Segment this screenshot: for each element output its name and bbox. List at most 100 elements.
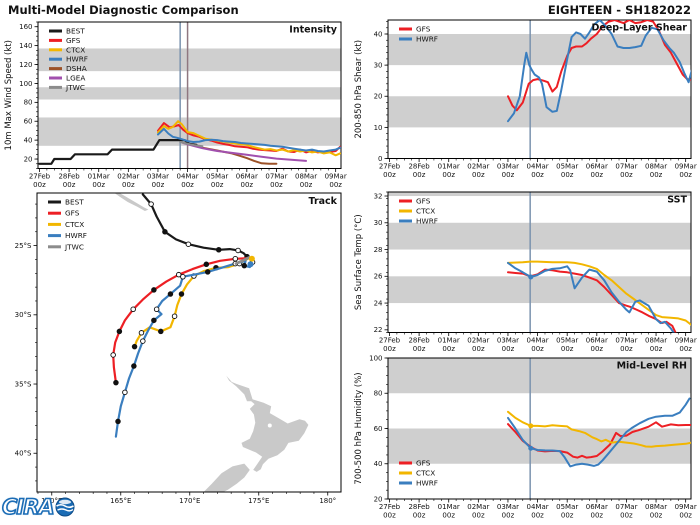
- rh-xtick-hour: 00z: [472, 512, 485, 520]
- track-fix-marker: [232, 256, 239, 262]
- shear-xtick-date: 27Feb: [379, 163, 401, 171]
- track-fix-marker: [171, 313, 178, 319]
- rh-xtick-date: 27Feb: [379, 503, 401, 511]
- rh-xtick-date: 02Mar: [467, 503, 489, 511]
- intensity-ytick: 20: [24, 155, 33, 163]
- legend-label-best: BEST: [65, 198, 84, 207]
- sst-category-band: [388, 276, 691, 304]
- track-fix-marker: [151, 317, 157, 324]
- track-init-dot: [248, 255, 255, 262]
- intensity-xtick-date: 02Mar: [117, 173, 139, 181]
- sst-xtick-date: 08Mar: [645, 337, 667, 345]
- track-init-dot: [247, 261, 254, 268]
- legend-label-dsha: DSHA: [66, 64, 87, 73]
- land-new-caledonia: [114, 193, 149, 211]
- sst-xtick-hour: 00z: [531, 345, 544, 353]
- sst-init-marker: [528, 274, 534, 280]
- sst-xtick-hour: 00z: [383, 345, 396, 353]
- shear-xtick-hour: 00z: [650, 171, 663, 179]
- track-fix-marker: [151, 287, 157, 293]
- rh-xtick-date: 07Mar: [615, 503, 637, 511]
- sst-ytick: 24: [374, 299, 383, 307]
- intensity-xtick-hour: 00z: [92, 181, 105, 189]
- track-fix-marker: [162, 229, 168, 235]
- sst-frame: [387, 191, 692, 333]
- rh-category-band: [388, 358, 691, 394]
- intensity-xtick-date: 27Feb: [29, 173, 51, 181]
- legend-label-gfs: GFS: [416, 197, 431, 206]
- shear-xtick-hour: 00z: [591, 171, 604, 179]
- track-lat-tick: 40°S: [15, 450, 32, 458]
- track-fix-marker: [138, 330, 145, 336]
- track-lon-tick: 160°E: [41, 497, 62, 505]
- track-lon-tick: 170°E: [179, 497, 200, 505]
- sst-category-band: [388, 222, 691, 250]
- legend-label-jtwc: JTWC: [65, 83, 85, 92]
- sst-xtick-date: 07Mar: [615, 337, 637, 345]
- track-fix-marker: [140, 338, 146, 344]
- sst-panel-title: SST: [667, 195, 687, 206]
- sst-xtick-date: 05Mar: [556, 337, 578, 345]
- track-lon-tick: 180°: [319, 497, 336, 505]
- rh-init-marker: [528, 445, 534, 451]
- shear-xtick-date: 01Mar: [438, 163, 460, 171]
- intensity-xtick-hour: 00z: [33, 181, 46, 189]
- shear-panel-title: Deep-Layer Shear: [592, 23, 688, 34]
- intensity-xtick-hour: 00z: [329, 181, 342, 189]
- track-fix-marker: [235, 247, 241, 254]
- track-fix-marker: [116, 328, 123, 335]
- track-series-best: [141, 193, 251, 260]
- shear-series-hwrf: [507, 20, 691, 123]
- rh-xtick-date: 04Mar: [527, 503, 549, 511]
- track-series-ctcx: [133, 257, 251, 348]
- intensity-ytick: 100: [19, 80, 32, 88]
- rh-xtick-hour: 00z: [442, 512, 455, 520]
- lake: [267, 423, 272, 428]
- track-fix-marker: [131, 343, 138, 350]
- sst-ylabel: Sea Surface Temp (°C): [354, 214, 364, 310]
- rh-ytick: 80: [374, 390, 383, 398]
- rh-xtick-hour: 00z: [531, 512, 544, 520]
- track-fix-marker: [175, 271, 182, 278]
- intensity-category-band: [38, 87, 341, 100]
- track-panel-title: Track: [309, 196, 338, 207]
- track-fix-marker: [180, 273, 186, 280]
- rh-panel: 27Feb00z28Feb00z01Mar00z02Mar00z03Mar00z…: [354, 354, 697, 519]
- shear-xtick-date: 09Mar: [675, 163, 697, 171]
- intensity-ytick: 120: [19, 61, 32, 69]
- shear-xtick-hour: 00z: [442, 171, 455, 179]
- sst-xtick-date: 01Mar: [438, 337, 460, 345]
- intensity-xtick-date: 08Mar: [295, 173, 317, 181]
- intensity-series-hwrf: [157, 127, 341, 153]
- main-title: Multi-Model Diagnostic Comparison: [8, 3, 239, 17]
- track-lon-tick: 175°E: [248, 497, 269, 505]
- shear-xtick-hour: 00z: [383, 171, 396, 179]
- legend-label-ctcx: CTCX: [416, 207, 435, 216]
- track-lat-tick: 30°S: [15, 311, 32, 319]
- intensity-xtick-date: 28Feb: [58, 173, 80, 181]
- intensity-xtick-hour: 00z: [122, 181, 135, 189]
- intensity-xtick-hour: 00z: [211, 181, 224, 189]
- sst-xtick-date: 28Feb: [408, 337, 430, 345]
- rh-series-hwrf: [507, 397, 691, 468]
- legend-label-lgea: LGEA: [66, 74, 85, 83]
- shear-ytick: 40: [374, 30, 383, 38]
- sst-xtick-date: 06Mar: [586, 337, 608, 345]
- rh-xtick-hour: 00z: [561, 512, 574, 520]
- rh-xtick-hour: 00z: [383, 512, 396, 520]
- intensity-panel-title: Intensity: [289, 25, 337, 36]
- shear-xtick-date: 05Mar: [556, 163, 578, 171]
- rh-init-marker: [528, 423, 534, 429]
- rh-xtick-hour: 00z: [650, 512, 663, 520]
- shear-xtick-date: 08Mar: [645, 163, 667, 171]
- intensity-ytick: 60: [24, 118, 33, 126]
- rh-ylabel: 700-500 hPa Humidity (%): [354, 372, 364, 484]
- intensity-ytick: 80: [24, 99, 33, 107]
- sst-ytick: 28: [374, 246, 383, 254]
- rh-xtick-hour: 00z: [620, 512, 633, 520]
- intensity-xtick-hour: 00z: [270, 181, 283, 189]
- sst-xtick-date: 02Mar: [467, 337, 489, 345]
- storm-title: EIGHTEEN - SH182022: [547, 3, 691, 17]
- track-fix-marker: [215, 247, 222, 253]
- legend-label-hwrf: HWRF: [416, 479, 438, 488]
